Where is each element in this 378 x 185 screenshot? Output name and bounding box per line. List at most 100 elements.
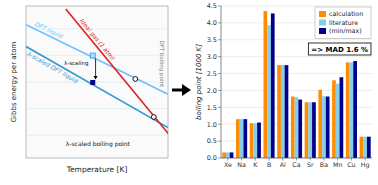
boiling-point-marker <box>133 77 138 82</box>
bar <box>363 137 367 158</box>
y-tick <box>218 124 221 125</box>
bar <box>336 84 340 158</box>
bar <box>267 25 271 158</box>
dft-liquid-label: DFT liquid <box>34 20 65 40</box>
y-tick-label: 1.5 <box>207 104 217 112</box>
bar <box>281 65 285 158</box>
bar <box>277 65 281 158</box>
scaling-marker <box>90 80 95 85</box>
schematic-lines <box>26 9 168 137</box>
bar <box>346 62 350 158</box>
bar <box>295 97 299 158</box>
panel-arrow-head <box>182 84 191 96</box>
legend-label: calculation <box>329 10 363 17</box>
x-tick-label: B <box>267 161 271 168</box>
y-axis-label: Gibbs energy per atom <box>10 41 18 122</box>
y-tick <box>218 141 221 142</box>
bar <box>250 123 254 158</box>
bar <box>243 119 247 158</box>
legend-swatch <box>319 11 326 17</box>
lambda-scaling-label: λ-scaling <box>64 60 89 67</box>
legend-box <box>315 7 371 39</box>
schematic-frame <box>26 6 168 158</box>
y-axis: 0.00.51.01.52.02.53.03.54.04.5 <box>207 2 372 162</box>
y-tick <box>218 73 221 74</box>
bar <box>298 100 302 158</box>
y-tick-label: 4.5 <box>207 2 217 10</box>
bar <box>360 137 364 158</box>
legend: calculation literature(min/max) <box>315 7 371 39</box>
bar <box>318 90 322 158</box>
bar <box>367 137 371 158</box>
bar <box>340 77 344 158</box>
bar <box>253 123 257 158</box>
y-axis-line <box>221 6 222 158</box>
x-axis: XeNaKBAlCaSrBaMnCuHg <box>224 158 370 169</box>
legend-label: literature <box>329 19 358 26</box>
y-tick-label: 3.0 <box>207 53 217 61</box>
label-group: Ideal gas (1 atm) <box>78 17 117 62</box>
legend-label: (min/max) <box>329 27 362 34</box>
bar <box>312 102 316 158</box>
y-tick <box>218 56 221 57</box>
lambda-liquid-label: λ-scaled DFT liquid <box>25 49 79 85</box>
y-tick-label: 0.0 <box>207 154 217 162</box>
panel-arrow <box>172 89 183 92</box>
schematic: DFT liquid λ-scaled DFT liquidIdeal gas (… <box>19 6 171 158</box>
ideal-gas-label: Ideal gas (1 atm) <box>78 17 117 62</box>
y-tick <box>218 107 221 108</box>
label-group: DFT liquid <box>34 20 65 40</box>
y-tick-label: 2.5 <box>207 70 217 78</box>
x-tick-label: Na <box>237 161 246 168</box>
y-tick-label: 2.0 <box>207 87 217 95</box>
x-tick-label: Ca <box>292 161 300 168</box>
figure: DFT liquid λ-scaled DFT liquidIdeal gas (… <box>0 0 378 185</box>
label-group: λ-scaled DFT liquid <box>25 49 79 85</box>
bar <box>222 152 226 158</box>
x-axis-label: Temperature [K] <box>66 165 128 174</box>
dft-bp-label: DFT boiling point <box>158 40 165 87</box>
x-tick-label: Mn <box>333 161 342 168</box>
bar <box>322 96 326 158</box>
bar <box>240 119 244 158</box>
label-group: DFT boiling point <box>158 40 165 87</box>
x-tick-label: Hg <box>361 161 370 169</box>
x-tick-label: Xe <box>224 161 232 168</box>
bar <box>326 97 330 158</box>
bar <box>332 80 336 158</box>
y-tick <box>218 158 221 159</box>
y-tick <box>218 90 221 91</box>
mad-label: => MAD 1.6 % <box>311 46 368 54</box>
schematic-guide <box>26 82 168 83</box>
bar <box>271 13 275 158</box>
bar <box>226 152 230 158</box>
y-tick-label: 1.0 <box>207 121 217 129</box>
bar <box>285 65 289 158</box>
bar <box>291 97 295 158</box>
scaling-arrow <box>95 59 96 77</box>
scaling-marker <box>90 53 95 58</box>
bar <box>230 152 234 158</box>
schematic-guide <box>26 55 168 56</box>
bar <box>305 102 309 158</box>
y-tick-label: 3.5 <box>207 36 217 44</box>
x-tick-label: Ba <box>320 161 328 168</box>
y-tick <box>218 22 221 23</box>
lambda-bp-label: λ-scaled boiling point <box>66 140 131 148</box>
bar <box>257 123 261 158</box>
annotation: => MAD 1.6 % <box>308 43 371 55</box>
legend-swatch <box>319 28 326 34</box>
y-tick-label: 0.5 <box>207 137 217 145</box>
x-tick-label: Al <box>280 161 286 168</box>
grid-line <box>221 39 372 40</box>
annotation-box <box>308 43 371 55</box>
schematic-guide <box>26 135 168 136</box>
legend-swatch <box>319 20 326 26</box>
grid-line <box>221 56 372 57</box>
bar <box>263 11 267 158</box>
x-tick-label: K <box>253 161 258 168</box>
boiling-point-marker <box>151 115 156 120</box>
y-tick <box>218 6 221 7</box>
bar <box>353 61 357 158</box>
grid-line <box>221 6 372 7</box>
